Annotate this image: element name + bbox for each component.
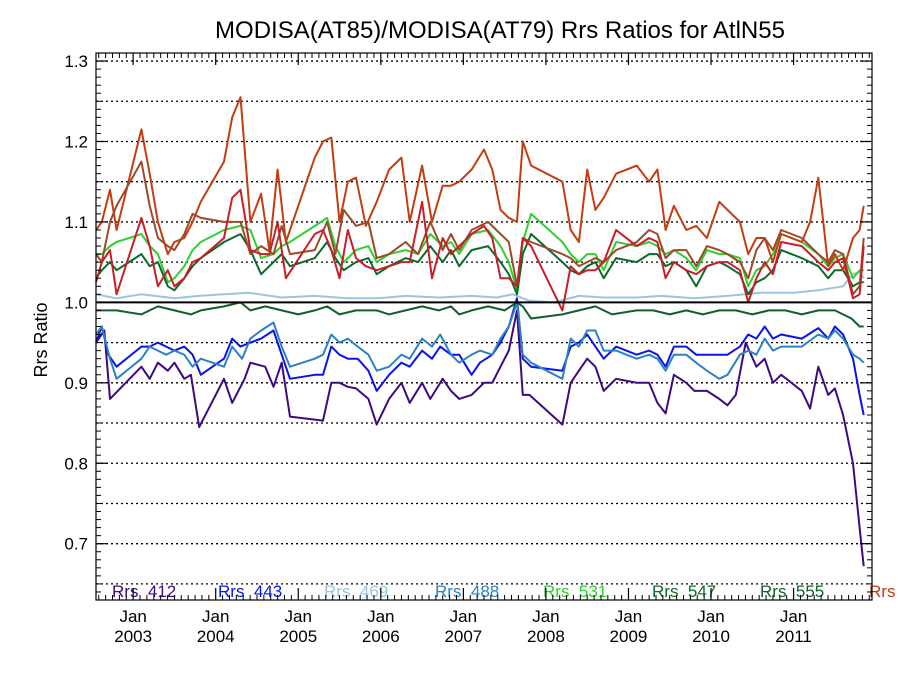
legend-entry: Rrs_531 — [543, 582, 607, 601]
chart-title: MODISA(AT85)/MODISA(AT79) Rrs Ratios for… — [215, 17, 785, 44]
x-tick-year: 2006 — [362, 627, 400, 646]
x-tick-month: Jan — [532, 607, 559, 626]
series-line-rrs-667 — [95, 96, 865, 272]
legend-entry: Rrs_547 — [652, 582, 716, 601]
x-tick-year: 2009 — [610, 627, 648, 646]
series-line-rrs-443 — [95, 297, 865, 416]
y-tick-label: 0.7 — [64, 535, 88, 554]
y-tick-label: 1.2 — [64, 132, 88, 151]
series-line-rrs-531 — [96, 212, 864, 292]
y-tick-label: 1.0 — [64, 293, 88, 312]
legend-entry: Rrs_488 — [435, 582, 499, 601]
legend-entry: Rrs — [869, 582, 895, 601]
x-tick-year: 2005 — [279, 627, 317, 646]
series-lines — [95, 96, 865, 567]
x-tick-month: Jan — [202, 607, 229, 626]
legend-entry: Rrs_469 — [324, 582, 388, 601]
axis-ticks — [96, 53, 872, 600]
legend-entry: Rrs_443 — [218, 582, 282, 601]
y-tick-label: 1.3 — [64, 52, 88, 71]
x-tick-month: Jan — [615, 607, 642, 626]
plot-frame — [95, 52, 873, 601]
x-tick-month: Jan — [450, 607, 477, 626]
series-line-rrs-412 — [95, 309, 865, 567]
y-tick-label: 0.8 — [64, 454, 88, 473]
x-tick-month: Jan — [285, 607, 312, 626]
x-tick-year: 2010 — [692, 627, 730, 646]
series-line — [95, 188, 865, 312]
series-line-rrs-547 — [95, 233, 864, 296]
y-tick-label: 1.1 — [64, 213, 88, 232]
x-tick-year: 2007 — [444, 627, 482, 646]
series-line — [95, 160, 865, 296]
x-tick-labels: Jan2003Jan2004Jan2005Jan2006Jan2007Jan20… — [114, 607, 812, 646]
x-tick-month: Jan — [119, 607, 146, 626]
x-tick-month: Jan — [697, 607, 724, 626]
x-tick-month: Jan — [367, 607, 394, 626]
series-line-rrs-469 — [95, 270, 865, 304]
y-tick-label: 0.9 — [64, 374, 88, 393]
x-tick-year: 2011 — [775, 627, 812, 646]
x-tick-month: Jan — [780, 607, 807, 626]
x-tick-year: 2004 — [197, 627, 235, 646]
series-line-rrs-488 — [95, 301, 865, 380]
legend-entry: Rrs_555 — [760, 582, 824, 601]
y-tick-labels: 0.7 0.8 0.9 1.0 1.1 1.2 1.3 — [64, 52, 88, 554]
series-line-rrs-555 — [96, 301, 864, 328]
legend-entry: Rrs_412 — [112, 582, 176, 601]
gridlines — [96, 60, 872, 585]
y-axis-label: Rrs Ratio — [31, 302, 51, 377]
x-tick-year: 2008 — [527, 627, 565, 646]
x-tick-year: 2003 — [114, 627, 152, 646]
